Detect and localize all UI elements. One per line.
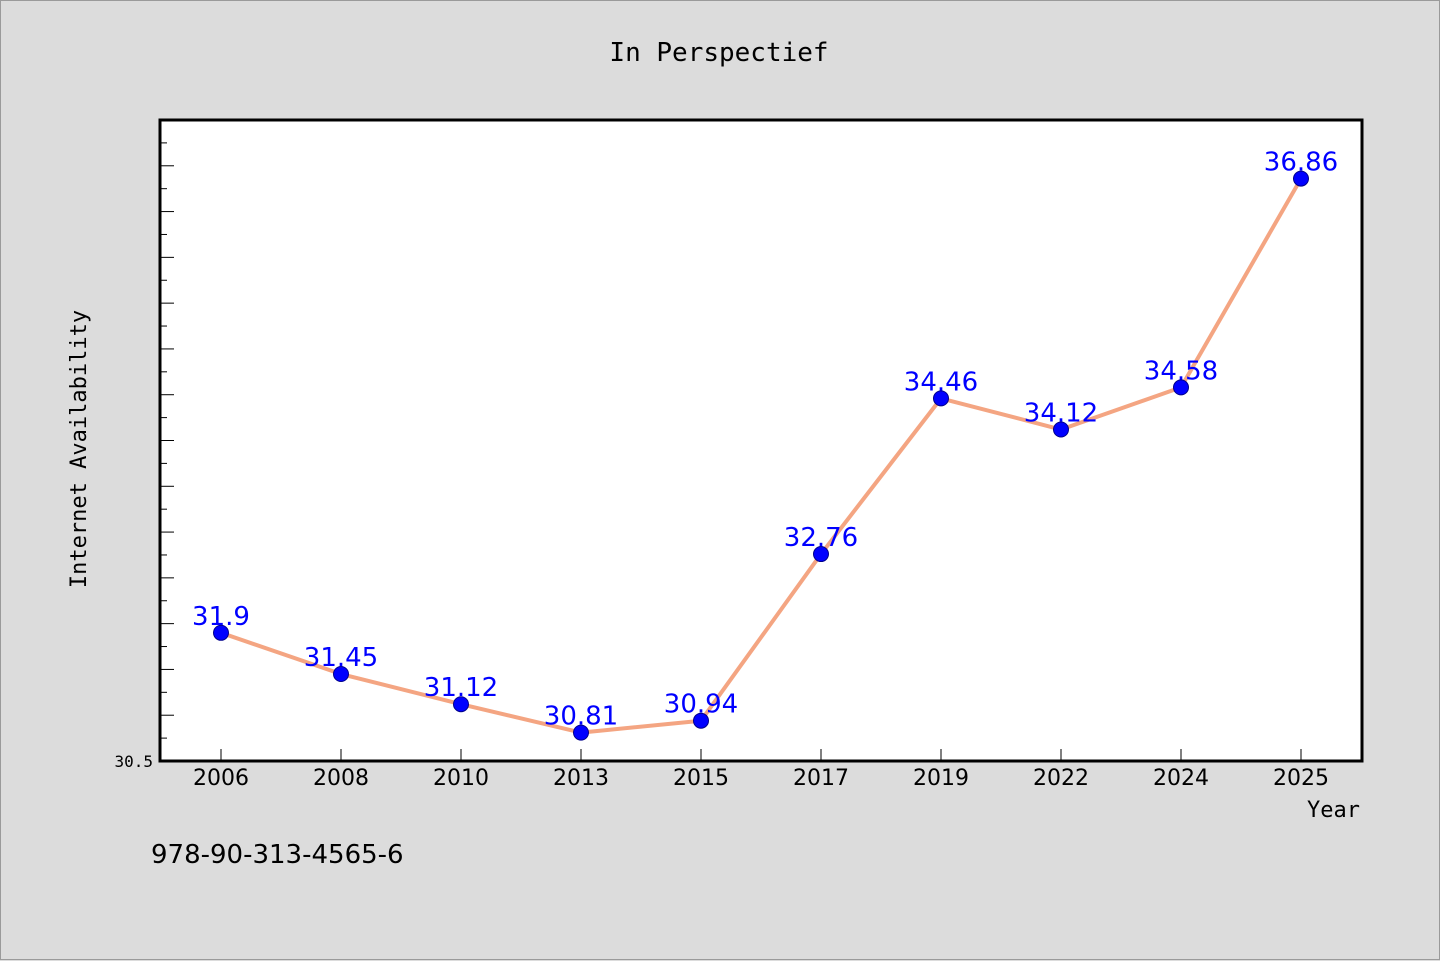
data-value-label: 34.12 (1024, 399, 1098, 429)
plot-area (160, 120, 1362, 761)
data-value-label: 31.9 (192, 602, 250, 632)
x-tick-label: 2010 (433, 766, 489, 791)
data-markers (213, 170, 1309, 741)
x-tick-label: 2024 (1153, 766, 1209, 791)
data-point (213, 624, 229, 641)
data-point (813, 546, 829, 563)
data-value-label: 31.12 (424, 673, 498, 703)
x-tick-label: 2017 (793, 766, 849, 791)
data-point (1293, 170, 1309, 187)
y-axis-ticks (160, 119, 174, 762)
data-value-label: 32.76 (784, 523, 858, 553)
x-tick-label: 2008 (313, 766, 369, 791)
data-value-label: 30.81 (544, 702, 618, 732)
data-value-label: 34.58 (1144, 356, 1218, 386)
data-value-label: 31.45 (304, 643, 378, 673)
data-value-label: 30.94 (664, 690, 738, 720)
x-axis-ticks (220, 749, 1302, 761)
x-tick-label: 2013 (553, 766, 609, 791)
data-value-labels: 31.9 31.45 31.12 30.81 30.94 32.76 34.46 34.12 3… (192, 148, 1338, 732)
x-tick-label: 2015 (673, 766, 729, 791)
data-point (333, 666, 349, 683)
plot-frame (158, 118, 1364, 763)
y-tick-label: 30.5 (114, 752, 153, 771)
data-point (573, 724, 589, 741)
x-tick-label: 2019 (913, 766, 969, 791)
x-tick-label: 2022 (1033, 766, 1089, 791)
data-point (1173, 379, 1189, 396)
x-axis-tick-labels: 2006 2008 2010 2013 2015 2017 2019 2022 2024 2025 (193, 766, 1329, 791)
series-line (219, 176, 1303, 735)
chart-title: In Perspectief (609, 38, 828, 68)
x-tick-label: 2025 (1273, 766, 1329, 791)
x-axis-title: Year (1307, 798, 1360, 823)
data-value-label: 34.46 (904, 367, 978, 397)
data-value-label: 36.86 (1264, 148, 1338, 178)
data-point (453, 696, 469, 713)
y-axis-title: Internet Availability (67, 310, 92, 588)
data-point (933, 390, 949, 407)
footnote-isbn: 978-90-313-4565-6 (151, 840, 404, 870)
x-tick-label: 2006 (193, 766, 249, 791)
data-point (693, 712, 709, 729)
data-point (1053, 421, 1069, 438)
